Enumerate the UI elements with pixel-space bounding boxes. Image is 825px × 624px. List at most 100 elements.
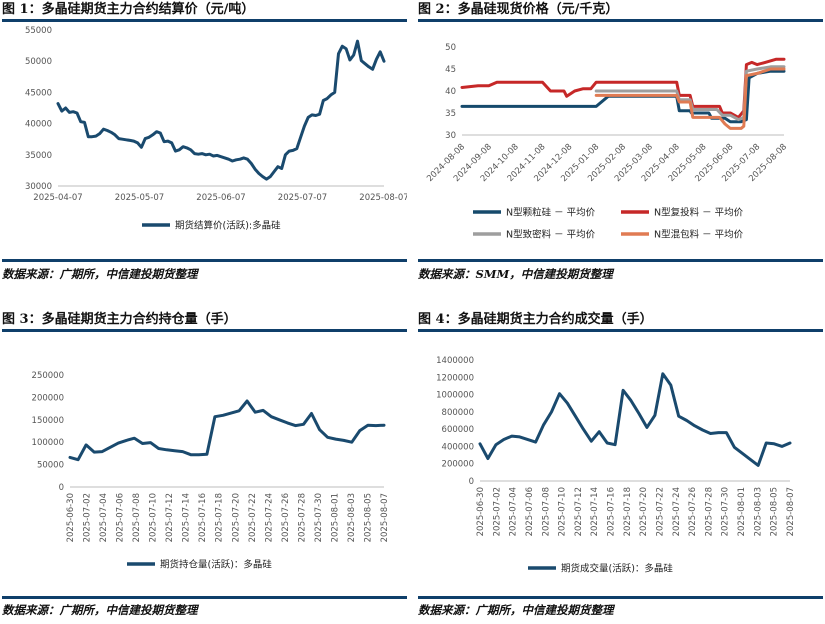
spot-price-chart: 30354045502024-08-082024-09-082024-10-08… [425,43,789,241]
x-tick-label: 2025-07-16 [607,487,617,536]
x-tick-label: 2025-08-07 [380,493,390,542]
divider [418,596,823,599]
series-line [478,372,792,467]
legend-label: N型复投料 － 平均价 [654,207,744,219]
x-tick-label: 2025-07-10 [558,487,568,536]
x-tick-label: 2025-07-24 [264,493,274,542]
x-tick-label: 2025-06-30 [476,487,486,536]
x-tick-label: 2025-07-06 [116,493,126,542]
legend-label: 期货持仓量(活跃)：多晶硅 [160,559,272,571]
divider [2,259,407,262]
series-line [56,39,386,181]
x-tick-label: 2025-04-07 [33,193,82,203]
legend-label: N型混包料 － 平均价 [654,229,744,241]
y-tick-label: 30 [445,131,456,141]
x-tick-label: 2025-07-12 [165,493,175,542]
y-tick-label: 55000 [25,26,52,36]
y-tick-label: 40 [445,87,456,97]
y-tick-label: 600000 [442,425,474,435]
series-line [460,57,786,119]
y-tick-label: 0 [59,483,64,493]
data-source-note: 数据来源：广期所，中信建投期货整理 [418,603,614,617]
x-tick-label: 2025-08-03 [753,487,763,536]
x-tick-label: 2025-07-10 [149,493,159,542]
x-tick-label: 2025-07-20 [231,493,241,542]
y-tick-label: 0 [469,477,474,487]
y-tick-label: 50000 [37,461,64,471]
x-tick-label: 2025-07-30 [721,487,731,536]
y-tick-label: 150000 [32,416,64,426]
x-tick-label: 2025-07-06 [525,487,535,536]
x-tick-label: 2025-07-08 [132,493,142,542]
x-tick-label: 2025-07-02 [492,487,502,536]
data-source-note: 数据来源：广期所，中信建投期货整理 [2,603,198,617]
x-tick-label: 2025-07-28 [704,487,714,536]
x-tick-label: 2025-08-05 [363,493,373,542]
y-tick-label: 35000 [25,151,52,161]
y-tick-label: 250000 [32,371,64,381]
x-tick-label: 2025-07-18 [623,487,633,536]
y-tick-label: 200000 [442,460,474,470]
chart-title: 图 4：多晶硅期货主力合约成交量（手） [418,312,653,327]
y-tick-label: 400000 [442,442,474,452]
x-tick-label: 2025-07-24 [672,487,682,536]
chart-title: 图 2：多晶硅现货价格（元/千克） [418,2,619,17]
series-line [594,67,786,130]
divider [418,19,823,22]
x-tick-label: 2025-08-07 [359,193,407,203]
x-tick-label: 2025-08-01 [330,493,340,542]
divider [418,329,823,332]
y-tick-label: 30000 [25,182,52,192]
x-tick-label: 2025-07-04 [99,493,109,542]
y-tick-label: 800000 [442,408,474,418]
series-line [594,65,786,122]
x-tick-label: 2025-07-02 [83,493,93,542]
y-tick-label: 200000 [32,393,64,403]
x-tick-label: 2025-08-03 [347,493,357,542]
x-tick-label: 2025-07-07 [278,193,327,203]
y-tick-label: 100000 [32,438,64,448]
x-tick-label: 2025-07-22 [655,487,665,536]
chart-title: 图 1：多晶硅期货主力合约结算价（元/吨） [2,2,255,17]
x-tick-label: 2025-07-04 [509,487,519,536]
chart-panel-open-interest: 图 3：多晶硅期货主力合约持仓量（手） 0 50000 100000 150000 20… [2,310,407,617]
x-tick-label: 2025-07-14 [590,487,600,536]
x-tick-label: 2025-07-12 [574,487,584,536]
x-tick-label: 2025-07-22 [248,493,258,542]
y-tick-label: 1400000 [436,356,474,366]
settlement-price-chart: 30000 35000 40000 45000 50000 55000 2025-04-07… [25,26,407,232]
divider [2,19,407,22]
x-tick-label: 2025-06-30 [66,493,76,542]
x-tick-label: 2025-08-05 [770,487,780,536]
divider [2,329,407,332]
divider [2,596,407,599]
y-tick-label: 35 [445,109,456,119]
x-tick-label: 2025-07-16 [198,493,208,542]
x-tick-label: 2025-07-14 [182,493,192,542]
x-tick-label: 2025-08-01 [737,487,747,536]
y-tick-label: 40000 [25,120,52,130]
legend-label: N型致密料 － 平均价 [506,229,596,241]
y-tick-label: 50000 [25,57,52,67]
series-line [68,399,386,462]
data-source-note: 数据来源：SMM，中信建投期货整理 [418,267,613,281]
x-tick-label: 2025-06-07 [196,193,245,203]
x-tick-label: 2025-07-26 [281,493,291,542]
y-tick-label: 50 [445,43,456,53]
y-tick-label: 45 [445,65,456,75]
x-tick-label: 2025-07-26 [688,487,698,536]
volume-chart: 0 200000 400000 600000 800000 1000000 1200000 1… [436,356,796,575]
x-tick-label: 2025-07-18 [215,493,225,542]
legend-label: 期货结算价(活跃):多晶硅 [175,220,281,232]
chart-panel-settlement-price: 图 1：多晶硅期货主力合约结算价（元/吨） 30000 35000 40000 450… [2,0,407,290]
x-tick-label: 2025-07-08 [541,487,551,536]
legend-label: 期货成交量(活跃)：多晶硅 [561,563,673,575]
divider [418,259,823,262]
x-tick-label: 2025-07-28 [297,493,307,542]
legend-label: N型颗粒硅 － 平均价 [506,207,596,219]
chart-panel-volume: 图 4：多晶硅期货主力合约成交量（手） 0 200000 400000 600000 8… [418,310,823,617]
x-tick-label: 2025-08-07 [786,487,796,536]
open-interest-chart: 0 50000 100000 150000 200000 250000 2025-06-30… [32,371,390,571]
x-tick-label: 2025-07-20 [639,487,649,536]
data-source-note: 数据来源：广期所，中信建投期货整理 [2,267,198,281]
